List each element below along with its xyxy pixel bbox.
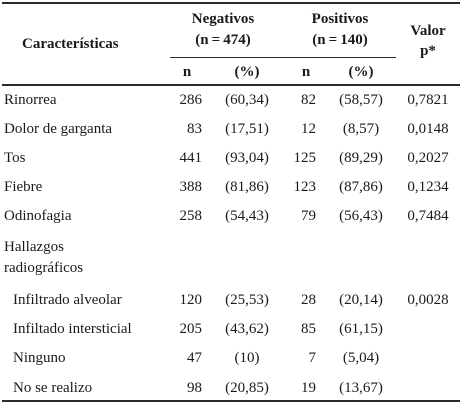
row-label: Dolor de garganta — [4, 121, 113, 137]
cell-pos-pct: (56,43) — [339, 208, 383, 224]
cell-pos-pct: (20,14) — [339, 292, 383, 308]
row-label: Ninguno — [13, 350, 66, 366]
cell-neg-n: 205 — [179, 321, 203, 337]
row-label: Infiltado intersticial — [13, 321, 132, 337]
cell-neg-n: 120 — [179, 292, 203, 308]
cell-neg-pct: (43,62) — [225, 321, 269, 337]
cell-neg-n: 47 — [187, 350, 202, 366]
header-characteristics: Características — [22, 36, 119, 52]
subheader-rule — [170, 57, 396, 58]
subheader-pos-pct: (%) — [348, 64, 374, 80]
cell-neg-pct: (54,43) — [225, 208, 269, 224]
cell-p-value: 0,1234 — [407, 179, 449, 195]
row-label: Rinorrea — [4, 92, 57, 108]
cell-neg-pct: (93,04) — [225, 150, 269, 166]
cell-pos-n: 19 — [301, 380, 316, 396]
cell-pos-pct: (89,29) — [339, 150, 383, 166]
cell-neg-n: 441 — [179, 150, 203, 166]
cell-pos-n: 79 — [301, 208, 316, 224]
header-negatives-n: (n = 474) — [195, 32, 251, 48]
cell-pos-n: 7 — [308, 350, 317, 366]
cell-p-value: 0,2027 — [407, 150, 449, 166]
cell-pos-n: 12 — [301, 121, 316, 137]
row-label: Infiltrado alveolar — [13, 292, 122, 308]
cell-neg-pct: (17,51) — [225, 121, 269, 137]
cell-pos-pct: (61,15) — [339, 321, 383, 337]
cell-neg-pct: (10) — [234, 350, 260, 366]
top-rule — [2, 2, 460, 4]
row-label: Tos — [4, 150, 26, 166]
cell-neg-pct: (20,85) — [225, 380, 269, 396]
cell-neg-n: 258 — [179, 208, 203, 224]
cell-neg-pct: (60,34) — [225, 92, 269, 108]
cell-pos-n: 125 — [293, 150, 317, 166]
row-label: No se realizo — [13, 380, 93, 396]
cell-pos-n: 82 — [301, 92, 316, 108]
group-label-line2: radiográficos — [4, 260, 84, 276]
subheader-neg-pct: (%) — [234, 64, 260, 80]
cell-p-value: 0,0028 — [407, 292, 449, 308]
subheader-pos-n: n — [301, 64, 311, 80]
header-negatives-title: Negativos — [191, 11, 255, 27]
cell-pos-pct: (8,57) — [342, 121, 380, 137]
bottom-rule — [2, 400, 460, 402]
cell-pos-n: 85 — [301, 321, 316, 337]
cell-neg-pct: (81,86) — [225, 179, 269, 195]
cell-neg-n: 286 — [179, 92, 203, 108]
cell-neg-n: 98 — [187, 380, 202, 396]
header-pvalue-line2: p* — [420, 43, 436, 59]
cell-pos-n: 123 — [293, 179, 317, 195]
cell-pos-pct: (87,86) — [339, 179, 383, 195]
cell-neg-n: 388 — [179, 179, 203, 195]
cell-pos-pct: (58,57) — [339, 92, 383, 108]
cell-p-value: 0,0148 — [407, 121, 449, 137]
cell-pos-pct: (5,04) — [342, 350, 380, 366]
row-label: Odinofagia — [4, 208, 72, 224]
cell-pos-pct: (13,67) — [339, 380, 383, 396]
cell-neg-pct: (25,53) — [225, 292, 269, 308]
header-positives-n: (n = 140) — [312, 32, 368, 48]
group-label-line1: Hallazgos — [4, 239, 64, 255]
cell-p-value: 0,7484 — [407, 208, 449, 224]
cell-p-value: 0,7821 — [407, 92, 449, 108]
header-bottom-rule — [2, 84, 460, 86]
cell-pos-n: 28 — [301, 292, 316, 308]
subheader-neg-n: n — [182, 64, 192, 80]
header-positives-title: Positivos — [311, 11, 369, 27]
cell-neg-n: 83 — [187, 121, 202, 137]
header-pvalue-line1: Valor — [410, 23, 446, 39]
row-label: Fiebre — [4, 179, 43, 195]
